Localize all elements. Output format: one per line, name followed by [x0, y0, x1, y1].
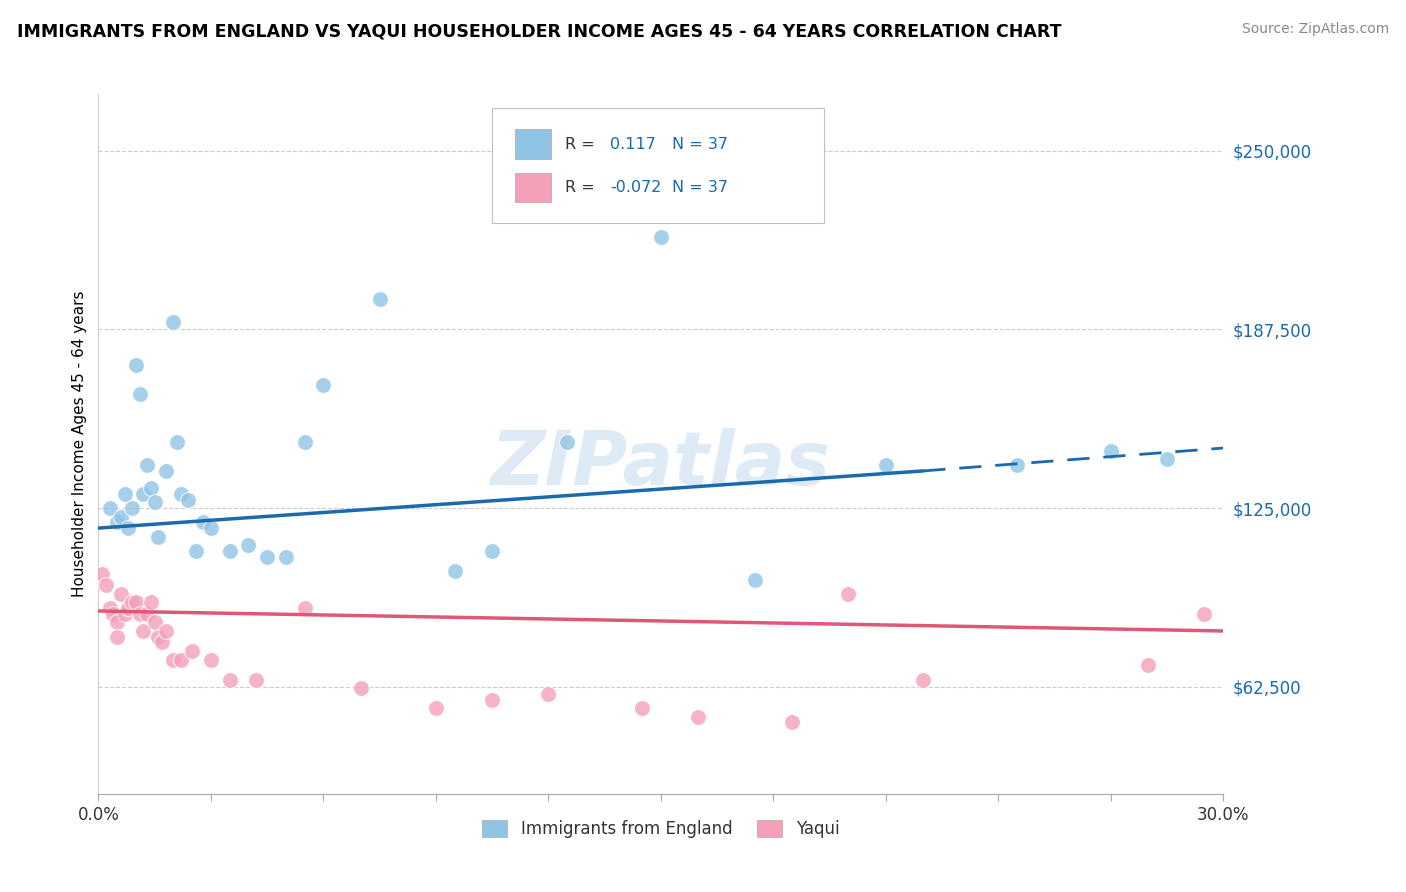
Legend: Immigrants from England, Yaqui: Immigrants from England, Yaqui	[475, 814, 846, 845]
Point	[688, 709, 710, 723]
Text: Source: ZipAtlas.com: Source: ZipAtlas.com	[1241, 22, 1389, 37]
Point	[837, 587, 859, 601]
Point	[1005, 458, 1028, 473]
Point	[184, 544, 207, 558]
Point	[875, 458, 897, 473]
Point	[155, 624, 177, 638]
Text: R =: R =	[565, 180, 600, 195]
Point	[780, 715, 803, 730]
Point	[143, 495, 166, 509]
Text: R =: R =	[565, 136, 600, 152]
Point	[148, 630, 170, 644]
Point	[105, 516, 128, 530]
Point	[537, 687, 560, 701]
Point	[162, 315, 184, 329]
Text: 0.117: 0.117	[610, 136, 657, 152]
Text: N = 37: N = 37	[672, 136, 728, 152]
Point	[132, 487, 155, 501]
Point	[1156, 452, 1178, 467]
Point	[294, 601, 316, 615]
Point	[631, 701, 654, 715]
Point	[103, 607, 125, 621]
Point	[148, 530, 170, 544]
Point	[128, 386, 150, 401]
Point	[125, 595, 148, 609]
Text: -0.072: -0.072	[610, 180, 662, 195]
Point	[256, 549, 278, 564]
Point	[312, 378, 335, 392]
Point	[200, 521, 222, 535]
Point	[117, 601, 139, 615]
Point	[193, 516, 215, 530]
Point	[105, 615, 128, 630]
Point	[162, 652, 184, 666]
Point	[110, 509, 132, 524]
Text: IMMIGRANTS FROM ENGLAND VS YAQUI HOUSEHOLDER INCOME AGES 45 - 64 YEARS CORRELATI: IMMIGRANTS FROM ENGLAND VS YAQUI HOUSEHO…	[17, 22, 1062, 40]
Point	[350, 681, 373, 695]
Point	[443, 564, 465, 578]
Point	[1137, 658, 1160, 673]
Point	[170, 652, 193, 666]
Point	[274, 549, 297, 564]
Point	[650, 229, 672, 244]
Point	[218, 544, 240, 558]
Point	[136, 458, 159, 473]
Point	[98, 601, 121, 615]
Point	[245, 673, 267, 687]
Point	[481, 544, 503, 558]
Text: ZIPatlas: ZIPatlas	[491, 428, 831, 501]
Point	[136, 607, 159, 621]
Point	[1099, 444, 1122, 458]
Point	[177, 492, 200, 507]
Point	[143, 615, 166, 630]
Point	[117, 521, 139, 535]
Point	[481, 692, 503, 706]
Point	[114, 487, 136, 501]
Point	[294, 435, 316, 450]
Point	[155, 464, 177, 478]
Point	[1194, 607, 1216, 621]
Point	[170, 487, 193, 501]
Point	[121, 501, 143, 516]
Point	[110, 587, 132, 601]
Point	[132, 624, 155, 638]
Point	[744, 573, 766, 587]
Point	[181, 644, 204, 658]
Bar	[515, 129, 551, 159]
Point	[368, 293, 391, 307]
Point	[200, 652, 222, 666]
Point	[218, 673, 240, 687]
Point	[912, 673, 935, 687]
Y-axis label: Householder Income Ages 45 - 64 years: Householder Income Ages 45 - 64 years	[72, 291, 87, 597]
Point	[166, 435, 188, 450]
Point	[114, 607, 136, 621]
Point	[91, 566, 114, 581]
Point	[105, 630, 128, 644]
FancyBboxPatch shape	[492, 108, 824, 223]
Point	[94, 578, 117, 592]
Point	[98, 501, 121, 516]
Point	[128, 607, 150, 621]
Text: N = 37: N = 37	[672, 180, 728, 195]
Point	[238, 538, 260, 552]
Point	[121, 595, 143, 609]
Point	[150, 635, 173, 649]
Point	[139, 481, 162, 495]
Point	[425, 701, 447, 715]
Bar	[515, 173, 551, 202]
Point	[125, 358, 148, 372]
Point	[139, 595, 162, 609]
Point	[555, 435, 578, 450]
